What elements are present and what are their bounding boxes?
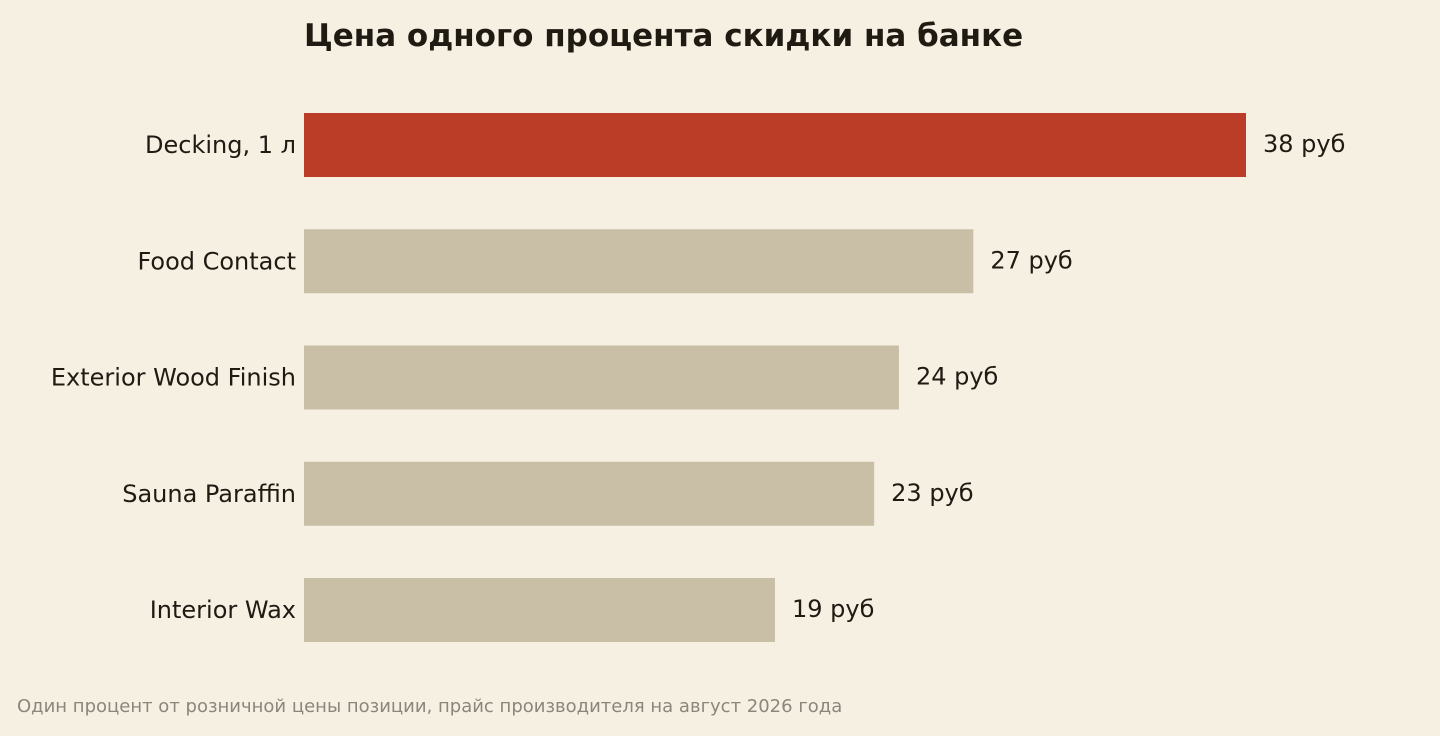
value-label: 38 руб bbox=[1263, 130, 1345, 158]
value-label: 27 руб bbox=[990, 246, 1072, 274]
value-label: 24 руб bbox=[916, 363, 998, 391]
category-label: Exterior Wood Finish bbox=[51, 364, 296, 392]
category-label: Interior Wax bbox=[150, 596, 296, 624]
category-label: Decking, 1 л bbox=[145, 131, 296, 159]
bar-5 bbox=[304, 578, 775, 642]
bar-2 bbox=[304, 229, 974, 294]
category-label: Sauna Paraffin bbox=[122, 480, 296, 508]
value-label: 19 руб bbox=[792, 595, 874, 623]
bar-3 bbox=[304, 345, 899, 410]
bar-4 bbox=[304, 461, 875, 526]
category-label: Food Contact bbox=[137, 247, 296, 275]
value-label: 23 руб bbox=[891, 479, 973, 507]
bar-1 bbox=[304, 113, 1246, 177]
chart-footnote: Один процент от розничной цены позиции, … bbox=[17, 696, 843, 717]
chart-title: Цена одного процента скидки на банке bbox=[304, 18, 1024, 54]
